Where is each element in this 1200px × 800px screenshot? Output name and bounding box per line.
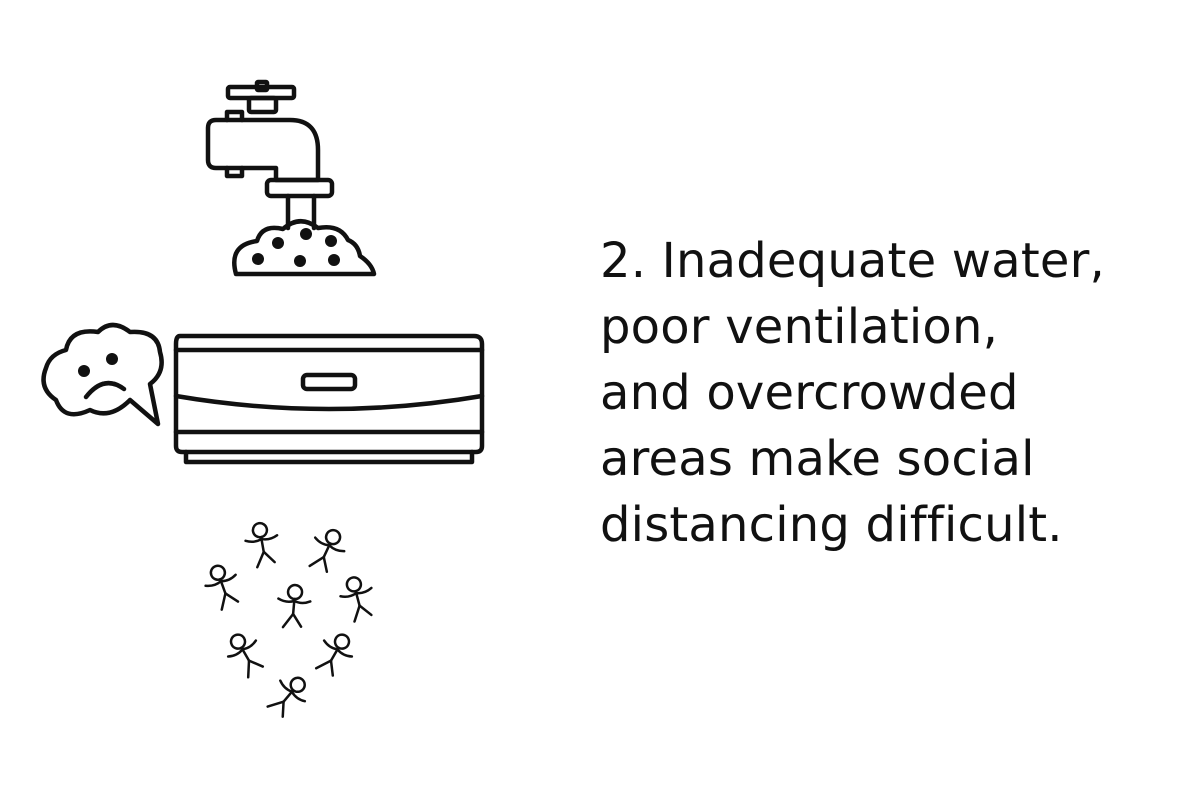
caption-line: poor ventilation, — [600, 299, 999, 355]
caption-line: distancing difficult. — [600, 497, 1063, 553]
crowd-of-people-icon — [204, 521, 373, 718]
person-icon — [266, 676, 307, 718]
person-icon — [308, 528, 346, 573]
caption-text: 2. Inadequate water, poor ventilation, a… — [600, 228, 1180, 558]
sad-speech-bubble-icon — [41, 322, 164, 427]
faucet-icon — [205, 79, 335, 231]
dirty-water-icon — [232, 219, 377, 277]
person-icon — [339, 576, 373, 623]
illustration — [41, 79, 485, 718]
caption-line: 2. Inadequate water, — [600, 233, 1105, 289]
person-icon — [277, 583, 312, 629]
person-icon — [314, 633, 354, 677]
person-icon — [226, 633, 265, 679]
air-conditioner-icon — [173, 333, 485, 465]
person-icon — [244, 521, 279, 569]
caption-line: and overcrowded — [600, 365, 1019, 421]
person-icon — [204, 564, 240, 611]
caption-line: areas make social — [600, 431, 1035, 487]
